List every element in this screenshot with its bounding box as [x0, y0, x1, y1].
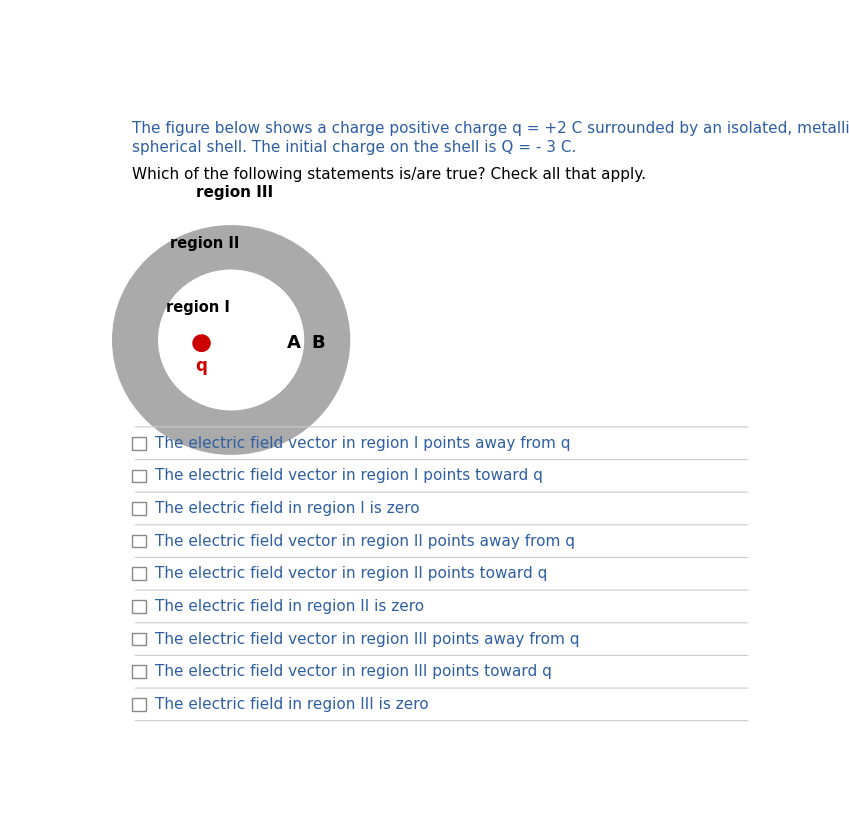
- Circle shape: [193, 335, 210, 351]
- Text: The electric field in region III is zero: The electric field in region III is zero: [155, 697, 429, 712]
- Text: The figure below shows a charge positive charge q = +2 C surrounded by an isolat: The figure below shows a charge positive…: [132, 121, 849, 136]
- Text: region I: region I: [166, 300, 230, 315]
- FancyBboxPatch shape: [132, 568, 146, 580]
- FancyBboxPatch shape: [132, 470, 146, 482]
- Text: A: A: [287, 335, 301, 352]
- Text: The electric field vector in region III points away from q: The electric field vector in region III …: [155, 631, 580, 647]
- Text: spherical shell. The initial charge on the shell is Q = - 3 C.: spherical shell. The initial charge on t…: [132, 140, 576, 155]
- FancyBboxPatch shape: [132, 502, 146, 515]
- Circle shape: [113, 226, 350, 454]
- Text: The electric field vector in region I points toward q: The electric field vector in region I po…: [155, 468, 543, 484]
- FancyBboxPatch shape: [132, 633, 146, 645]
- Circle shape: [159, 270, 304, 410]
- Text: The electric field in region I is zero: The electric field in region I is zero: [155, 501, 420, 516]
- Text: region III: region III: [196, 185, 273, 200]
- Text: B: B: [312, 335, 325, 352]
- Text: region II: region II: [170, 236, 239, 251]
- FancyBboxPatch shape: [132, 665, 146, 678]
- FancyBboxPatch shape: [132, 698, 146, 710]
- Text: Which of the following statements is/are true? Check all that apply.: Which of the following statements is/are…: [132, 166, 646, 182]
- FancyBboxPatch shape: [132, 437, 146, 450]
- Text: The electric field in region II is zero: The electric field in region II is zero: [155, 599, 424, 614]
- FancyBboxPatch shape: [132, 600, 146, 613]
- Text: q: q: [195, 357, 207, 375]
- Text: The electric field vector in region III points toward q: The electric field vector in region III …: [155, 664, 553, 679]
- Text: The electric field vector in region I points away from q: The electric field vector in region I po…: [155, 436, 571, 451]
- FancyBboxPatch shape: [132, 535, 146, 547]
- Text: The electric field vector in region II points toward q: The electric field vector in region II p…: [155, 566, 548, 581]
- Text: The electric field vector in region II points away from q: The electric field vector in region II p…: [155, 534, 576, 549]
